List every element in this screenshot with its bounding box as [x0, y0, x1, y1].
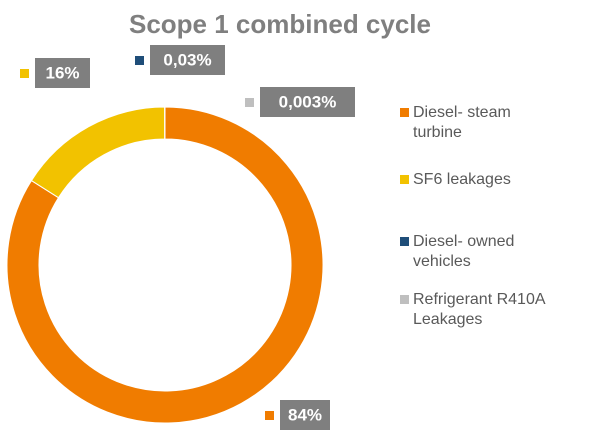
chart-title: Scope 1 combined cycle	[129, 9, 431, 39]
legend-item: Diesel- steam turbine	[400, 103, 595, 143]
data-label: 0,003%	[279, 92, 337, 111]
data-label: 84%	[288, 405, 322, 424]
label-box	[280, 400, 330, 430]
legend-swatch	[400, 237, 409, 246]
legend-label: Refrigerant R410A Leakages	[413, 291, 545, 328]
donut-slice	[6, 106, 324, 424]
donut-slice	[30, 106, 166, 199]
legend-swatch	[400, 175, 409, 184]
data-label: 0,03%	[163, 50, 211, 69]
legend-label: Diesel- owned vehicles	[413, 233, 515, 270]
label-swatch	[265, 411, 274, 420]
legend-label: Diesel- steam turbine	[413, 104, 511, 141]
label-swatch	[20, 69, 29, 78]
label-swatch	[245, 98, 254, 107]
label-box	[35, 58, 90, 88]
legend-item: Diesel- owned vehicles	[400, 232, 595, 272]
data-label: 16%	[45, 63, 79, 82]
legend-item: Refrigerant R410A Leakages	[400, 290, 595, 330]
label-swatch	[135, 56, 144, 65]
legend-item: SF6 leakages	[400, 170, 595, 190]
label-box	[150, 45, 225, 75]
label-box	[260, 87, 355, 117]
legend-swatch	[400, 108, 409, 117]
legend-swatch	[400, 295, 409, 304]
legend-label: SF6 leakages	[413, 171, 511, 188]
